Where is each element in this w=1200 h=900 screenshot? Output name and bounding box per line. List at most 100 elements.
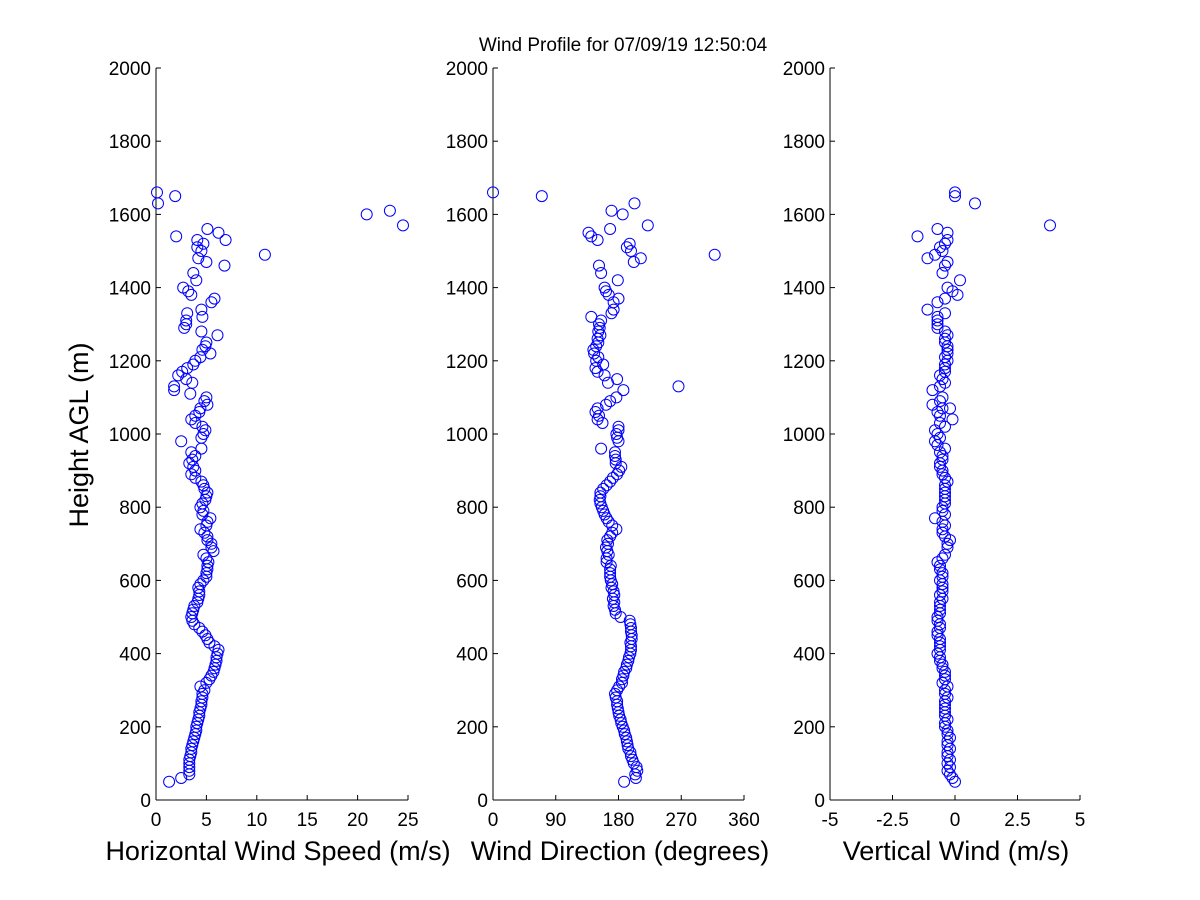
data-point (175, 772, 188, 784)
data-point (588, 347, 601, 360)
y-tick-label: 1200 (109, 352, 151, 373)
y-tick-label: 800 (456, 498, 488, 519)
data-point (191, 717, 204, 730)
data-point (939, 351, 951, 364)
y-tick-label: 200 (793, 718, 825, 739)
data-point (949, 186, 961, 199)
data-point (611, 373, 624, 386)
data-point (931, 614, 944, 627)
data-point (196, 310, 209, 323)
data-point (941, 256, 954, 268)
data-point (594, 490, 607, 503)
data-point (186, 376, 199, 389)
data-point (593, 409, 605, 422)
y-tick-label: 2000 (446, 59, 488, 80)
data-point (624, 746, 637, 759)
data-point (936, 391, 949, 404)
data-point (598, 281, 611, 294)
data-point (634, 252, 647, 265)
y-tick-label: 1800 (109, 132, 151, 153)
data-point (936, 373, 949, 386)
y-tick-label: 200 (119, 718, 151, 739)
data-point (931, 310, 944, 323)
data-point (929, 424, 941, 437)
data-point (946, 772, 959, 784)
y-tick-label: 2000 (783, 59, 825, 80)
data-point (604, 223, 617, 235)
data-point (931, 223, 944, 235)
data-point (487, 186, 499, 199)
data-point (610, 391, 623, 404)
data-point (936, 658, 949, 671)
data-point (186, 607, 199, 620)
data-point (620, 662, 633, 675)
y-tick-label: 600 (119, 571, 151, 592)
x-tick-label: 270 (665, 810, 697, 831)
data-point (941, 343, 954, 356)
data-point (168, 380, 181, 393)
data-point (936, 267, 949, 279)
data-point (602, 515, 615, 528)
x-tick-label: -2.5 (876, 810, 909, 831)
data-point (604, 395, 617, 408)
data-point (621, 739, 634, 752)
data-point (200, 676, 213, 689)
data-point (934, 622, 946, 634)
data-point (939, 307, 951, 320)
data-point (201, 515, 214, 528)
data-point (609, 446, 621, 459)
data-point (397, 219, 409, 232)
data-point (944, 731, 956, 744)
y-tick-label: 1200 (783, 352, 825, 373)
data-point (185, 611, 198, 623)
y-tick-label: 1600 (109, 205, 151, 226)
data-point (939, 665, 951, 678)
data-point (585, 230, 598, 243)
x-axis-label: Vertical Wind (m/s) (843, 836, 1070, 866)
data-point (201, 486, 214, 499)
data-point (931, 647, 944, 660)
data-point (623, 237, 636, 250)
data-point (186, 453, 199, 466)
data-point (199, 340, 212, 353)
x-tick-label: 360 (728, 810, 760, 831)
y-tick-label: 1800 (446, 132, 488, 153)
x-tick-label: 15 (297, 810, 318, 831)
data-point (969, 197, 981, 210)
y-tick-label: 1800 (783, 132, 825, 153)
data-point (926, 398, 939, 411)
data-point (187, 267, 200, 279)
data-point (939, 237, 951, 250)
data-point (602, 537, 614, 550)
data-point (194, 402, 207, 415)
data-point (195, 442, 208, 455)
data-point (934, 409, 946, 422)
data-point (939, 365, 951, 378)
data-point (218, 259, 231, 272)
data-point (931, 296, 944, 309)
y-tick-label: 0 (477, 791, 488, 812)
data-point (607, 303, 620, 316)
data-point (939, 669, 951, 682)
data-point (941, 226, 954, 239)
data-point (595, 442, 608, 455)
data-point (594, 486, 607, 499)
data-point (186, 739, 199, 752)
x-tick-label: 2.5 (1004, 810, 1030, 831)
data-point (620, 241, 633, 254)
x-tick-label: 5 (201, 810, 212, 831)
y-tick-label: 1600 (446, 205, 488, 226)
data-point (535, 190, 548, 203)
data-point (946, 413, 959, 426)
y-tick-label: 800 (793, 498, 825, 519)
data-point (622, 654, 635, 667)
x-tick-label: 180 (603, 810, 635, 831)
x-axis-label: Wind Direction (degrees) (471, 836, 770, 866)
data-point (597, 482, 610, 495)
data-point (941, 347, 954, 360)
data-point (175, 435, 188, 448)
data-point (197, 504, 210, 517)
data-point (614, 611, 627, 623)
data-point (939, 332, 951, 345)
data-point (199, 629, 212, 642)
